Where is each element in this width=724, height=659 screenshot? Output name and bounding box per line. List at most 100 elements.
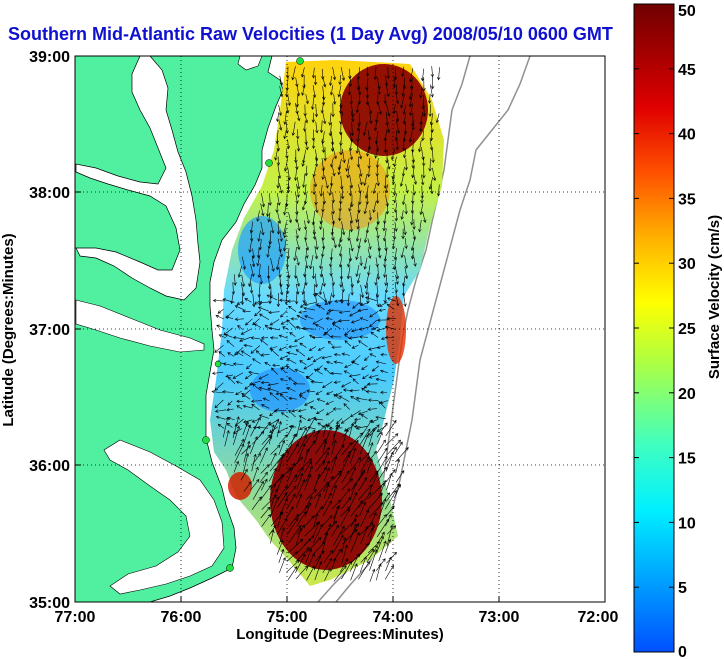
velocity-arrow — [296, 505, 309, 519]
velocity-arrow — [420, 192, 424, 204]
velocity-arrow — [324, 175, 329, 189]
velocity-arrow — [226, 408, 234, 412]
velocity-arrow — [278, 453, 285, 472]
velocity-arrow — [261, 193, 265, 208]
velocity-arrow — [299, 391, 306, 396]
velocity-arrow — [270, 496, 279, 517]
velocity-arrow — [386, 66, 390, 80]
velocity-arrow — [296, 427, 307, 447]
velocity-arrow — [312, 356, 323, 363]
velocity-arrow — [222, 298, 235, 303]
velocity-arrow — [331, 103, 335, 118]
velocity-arrow — [331, 444, 345, 463]
velocity-arrow — [286, 351, 298, 356]
velocity-arrow — [350, 110, 355, 123]
velocity-arrow — [296, 139, 301, 152]
velocity-arrow — [383, 266, 387, 278]
velocity-arrow — [314, 429, 320, 445]
velocity-arrow — [279, 557, 286, 573]
velocity-arrow — [331, 228, 335, 241]
velocity-arrow — [296, 84, 301, 97]
velocity-arrow — [295, 192, 299, 205]
velocity-arrow — [372, 201, 377, 213]
velocity-arrow — [222, 362, 234, 367]
velocity-arrow — [242, 404, 253, 409]
velocity-arrow — [350, 500, 363, 517]
velocity-arrow — [286, 274, 290, 288]
velocity-arrow — [288, 305, 297, 312]
velocity-arrow — [365, 296, 377, 302]
velocity-arrow — [252, 480, 264, 500]
velocity-arrow — [222, 390, 234, 394]
velocity-arrow — [286, 424, 294, 438]
velocity-arrow — [422, 165, 426, 179]
velocity-arrow — [259, 313, 270, 321]
velocity-arrow — [295, 553, 306, 573]
velocity-arrow — [341, 282, 345, 293]
velocity-arrow — [304, 113, 309, 124]
velocity-arrow — [322, 76, 327, 88]
velocity-arrow — [308, 346, 317, 352]
velocity-arrow — [394, 221, 398, 232]
pamlico-sound — [103, 439, 225, 595]
velocity-arrow — [298, 310, 307, 314]
velocity-arrow — [291, 409, 298, 413]
velocity-arrow — [320, 102, 324, 114]
velocity-arrow — [431, 149, 435, 164]
velocity-arrow — [322, 451, 329, 465]
velocity-arrow — [419, 111, 423, 126]
velocity-arrow — [296, 129, 300, 140]
velocity-arrow — [337, 85, 342, 98]
velocity-arrow — [286, 319, 296, 329]
velocity-arrow — [385, 84, 390, 98]
velocity-arrow — [351, 344, 359, 349]
velocity-arrow — [321, 532, 329, 553]
velocity-arrow — [367, 238, 372, 250]
velocity-arrow — [332, 407, 342, 411]
velocity-arrow — [367, 492, 383, 510]
velocity-arrow — [226, 340, 235, 347]
velocity-arrow — [314, 554, 322, 571]
velocity-arrow — [357, 410, 368, 416]
velocity-arrow — [370, 331, 379, 338]
velocity-arrow — [305, 553, 315, 571]
chesapeake-bay — [75, 56, 201, 301]
velocity-arrow — [269, 392, 280, 401]
velocity-arrow — [279, 246, 283, 258]
velocity-arrow — [367, 138, 372, 150]
velocity-arrow — [322, 515, 333, 526]
velocity-arrow — [325, 410, 334, 416]
velocity-arrow — [232, 416, 240, 439]
velocity-arrow — [294, 368, 305, 374]
velocity-arrow — [331, 275, 335, 286]
velocity-arrow — [258, 414, 269, 419]
velocity-arrow — [348, 185, 353, 197]
velocity-arrow — [306, 565, 315, 581]
velocity-arrow — [347, 257, 351, 268]
velocity-arrow — [312, 183, 316, 196]
velocity-arrow — [309, 406, 316, 410]
velocity-arrow — [275, 391, 287, 396]
velocity-arrow — [234, 438, 245, 456]
velocity-arrow — [376, 95, 380, 106]
velocity-arrow — [250, 345, 261, 354]
velocity-arrow — [268, 230, 272, 245]
velocity-arrow — [327, 340, 333, 346]
velocity-arrow — [338, 246, 343, 257]
velocity-arrow — [341, 496, 352, 510]
velocity-arrow — [270, 219, 275, 234]
velocity-arrow — [350, 275, 354, 288]
velocity-arrow — [331, 202, 335, 215]
velocity-arrow — [356, 156, 361, 168]
velocity-arrow — [315, 238, 319, 251]
velocity-arrow — [338, 395, 350, 402]
velocity-arrow — [358, 85, 362, 96]
y-axis-label: Latitude (Degrees:Minutes) — [0, 233, 17, 426]
velocity-arrow — [350, 471, 364, 491]
velocity-arrow — [260, 353, 270, 357]
velocity-arrow — [306, 489, 317, 500]
velocity-arrow — [428, 176, 434, 190]
x-tick-label: 77:00 — [55, 609, 96, 626]
velocity-arrow — [233, 460, 239, 473]
velocity-arrow — [419, 86, 423, 99]
